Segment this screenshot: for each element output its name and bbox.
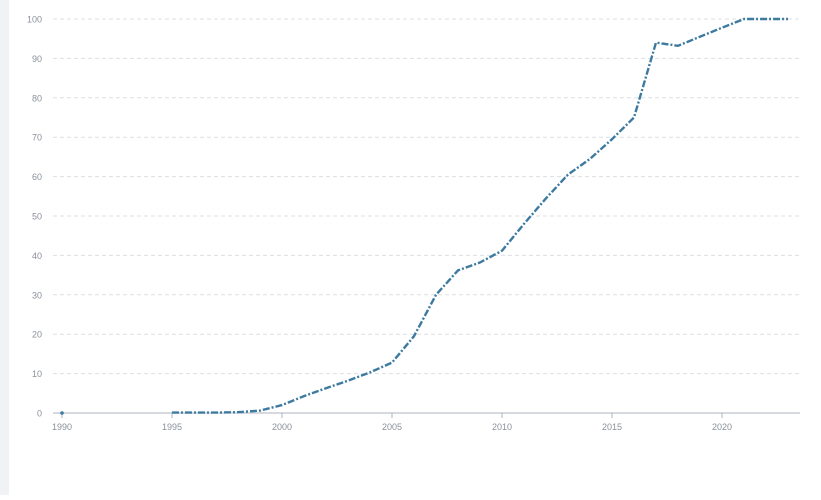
series-layer	[60, 17, 788, 415]
y-axis: 0 10 20 30 40 50 60 70 80 90 100	[27, 15, 42, 419]
data-point	[60, 411, 64, 415]
y-tick-label: 100	[27, 15, 42, 25]
x-tick-label: 2020	[712, 422, 732, 432]
x-axis-labels: 1990 1995 2000 2005 2010 2015 2020	[52, 422, 732, 432]
y-tick-label: 60	[32, 172, 42, 182]
y-tick-label: 10	[32, 369, 42, 379]
x-axis	[53, 412, 800, 418]
series-line	[172, 17, 788, 414]
x-tick-label: 2010	[492, 422, 512, 432]
y-tick-label: 50	[32, 212, 42, 222]
left-panel-strip	[0, 0, 9, 495]
x-tick-label: 1990	[52, 422, 72, 432]
y-tick-label: 30	[32, 290, 42, 300]
x-tick-label: 1995	[162, 422, 182, 432]
x-tick-label: 2015	[602, 422, 622, 432]
y-tick-label: 40	[32, 251, 42, 261]
y-tick-label: 20	[32, 330, 42, 340]
y-tick-label: 0	[37, 409, 42, 419]
x-tick-label: 2005	[382, 422, 402, 432]
x-tick-label: 2000	[272, 422, 292, 432]
y-tick-label: 80	[32, 93, 42, 103]
y-tick-label: 90	[32, 54, 42, 64]
grid-lines	[53, 18, 800, 375]
y-tick-label: 70	[32, 133, 42, 143]
